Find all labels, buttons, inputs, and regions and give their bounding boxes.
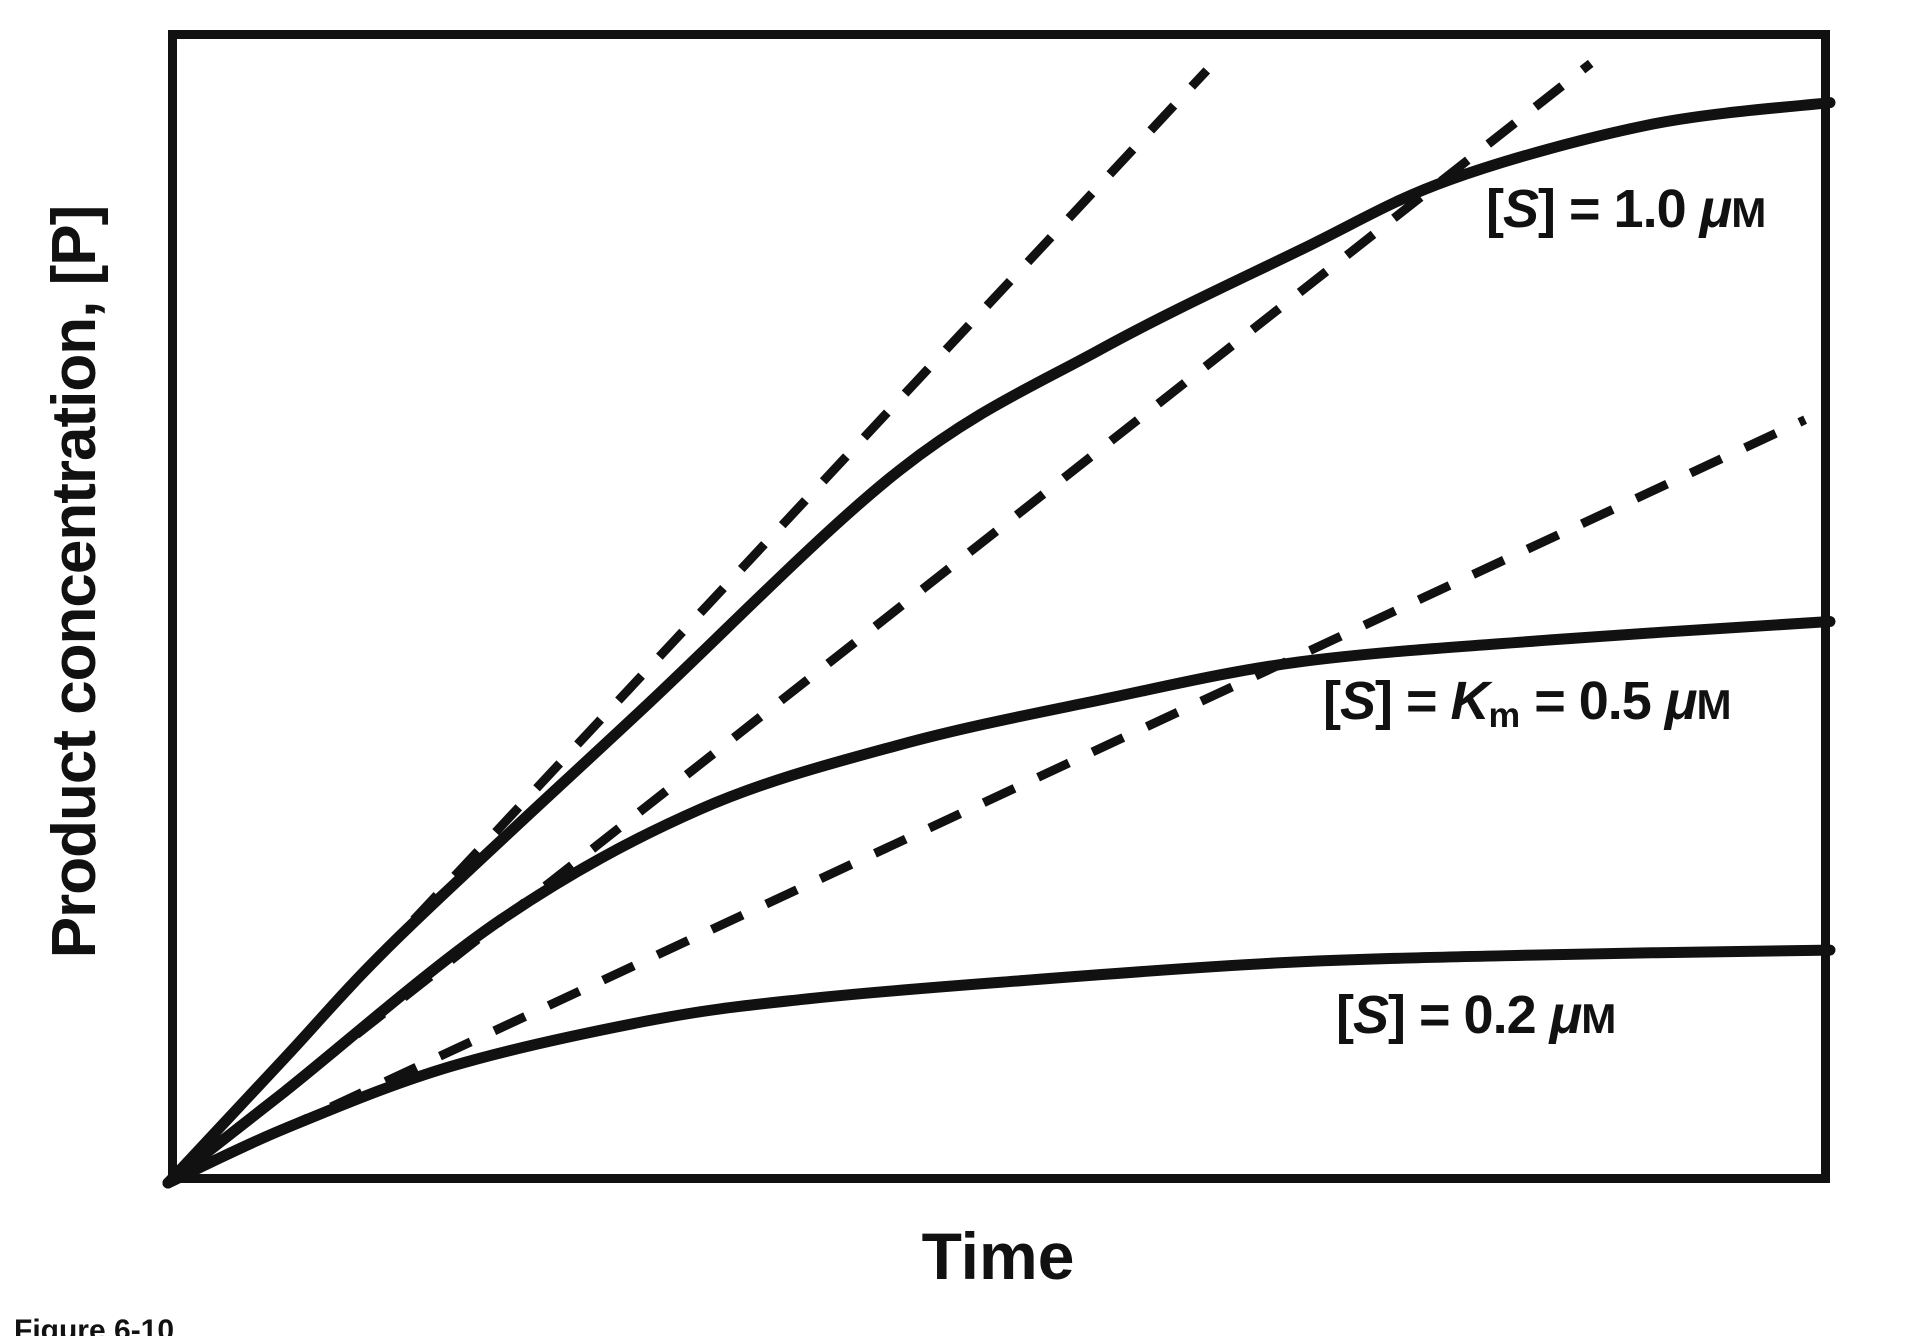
progress-curve-2 [162, 944, 1836, 1189]
mu-symbol: μ [1664, 671, 1698, 731]
molar-unit: M [1731, 189, 1766, 236]
tangent-line-4 [165, 59, 1594, 1187]
figure-caption: Figure 6-10 [14, 1314, 175, 1336]
series-group [162, 59, 1836, 1189]
curve-label-0.2uM: [S] = 0.2 μM [1336, 985, 1616, 1045]
label-text: = 0.5 [1520, 671, 1665, 731]
tangent-line-3 [164, 67, 1211, 1187]
label-text: ] = [1375, 671, 1451, 731]
molar-unit: M [1696, 681, 1731, 728]
mu-symbol: μ [1549, 985, 1583, 1045]
km-subscript: m [1488, 694, 1521, 735]
bracket: [ [1486, 179, 1504, 239]
bracket: [ [1336, 985, 1354, 1045]
x-axis-label: Time [921, 1219, 1075, 1293]
substrate-symbol: S [1502, 179, 1539, 239]
substrate-symbol: S [1352, 985, 1389, 1045]
molar-unit: M [1581, 995, 1616, 1042]
substrate-symbol: S [1339, 671, 1376, 731]
label-text: ] = 1.0 [1538, 179, 1700, 239]
tangent-line-5 [166, 415, 1808, 1188]
km-symbol: K [1450, 671, 1490, 731]
curve-label-km-0.5uM: [S] = Km = 0.5 μM [1323, 671, 1732, 735]
mu-symbol: μ [1699, 179, 1733, 239]
curve-label-1.0uM: [S] = 1.0 μM [1486, 179, 1766, 239]
bracket: [ [1323, 671, 1341, 731]
label-text: ] = 0.2 [1388, 985, 1550, 1045]
y-axis-label: Product concentration, [P] [40, 205, 109, 959]
plot-frame [168, 30, 1830, 1183]
